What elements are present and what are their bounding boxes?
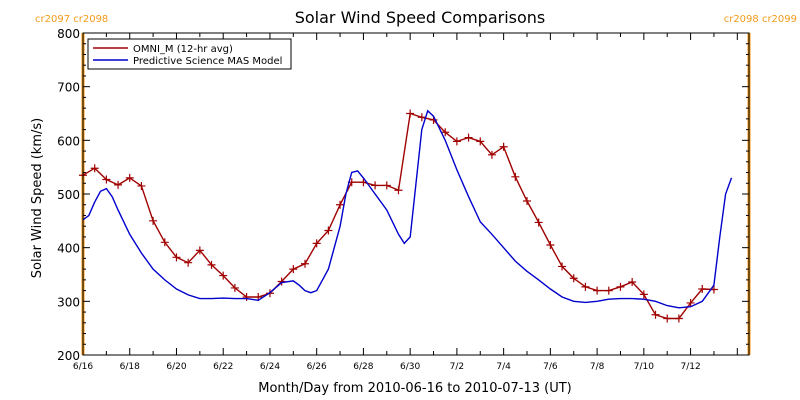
data-point-marker [207,260,216,269]
data-point-marker [464,133,473,142]
data-point-marker [452,137,461,146]
legend: OMNI_M (12-hr avg)Predictive Science MAS… [87,38,292,70]
x-tick-label: 6/16 [73,362,93,372]
data-point-marker [651,310,660,319]
data-point-marker [663,314,672,323]
data-point-marker [581,282,590,291]
data-point-marker [628,278,637,287]
data-point-marker [487,150,496,159]
x-tick-label: 6/24 [260,362,280,372]
data-point-marker [441,128,450,137]
chart-title: Solar Wind Speed Comparisons [295,8,546,27]
y-tick-label: 500 [57,188,80,202]
legend-label: Predictive Science MAS Model [133,56,282,67]
series-line-0 [82,112,714,320]
data-point-marker [301,259,309,268]
carrington-rotation-label: cr2097 cr2098 [35,14,108,25]
data-point-marker [616,282,625,291]
y-tick-label: 700 [57,81,80,95]
y-tick-label: 300 [57,295,80,309]
data-point-marker [242,293,251,302]
data-point-marker [534,218,543,227]
y-tick-label: 600 [57,134,80,148]
data-point-marker [499,142,508,151]
data-point-marker [569,274,578,283]
data-point-marker [604,286,613,295]
legend-label: OMNI_M (12-hr avg) [133,44,233,55]
data-point-marker [476,137,485,146]
carrington-rotation-label: cr2098 cr2099 [724,14,797,25]
y-tick-label: 200 [57,349,80,363]
x-tick-label: 7/8 [590,362,605,372]
x-tick-label: 6/20 [166,362,186,372]
data-point-marker [289,265,298,274]
x-tick-label: 7/10 [634,362,654,372]
y-axis-label: Solar Wind Speed (km/s) [30,118,45,278]
x-axis-label: Month/Day from 2010-06-16 to 2010-07-13 … [258,381,571,396]
data-point-marker [511,172,520,181]
data-point-marker [160,238,169,247]
data-point-marker [593,286,602,295]
data-point-marker [172,253,181,262]
series-line-1 [82,109,733,309]
data-point-marker [406,109,415,118]
data-point-marker [137,181,146,190]
x-tick-label: 7/6 [543,362,558,372]
plot-frame [82,32,750,356]
axis-ticks: 200 300 400 500 600 700 800 6/16 6/18 6/20 6/22 6/2… [57,27,749,372]
data-point-marker [546,240,555,249]
data-point-marker [523,196,531,205]
legend-box [87,38,292,70]
data-point-marker [312,239,321,248]
data-point-marker [149,216,158,225]
data-point-marker [324,226,333,235]
data-point-marker [698,284,707,293]
data-point-marker [382,181,391,190]
x-tick-label: 6/26 [307,362,327,372]
data-point-marker [184,258,193,267]
data-point-marker [686,298,695,307]
data-point-marker [277,277,286,286]
data-point-marker [230,283,239,292]
data-point-marker [417,113,426,122]
data-point-marker [219,271,228,280]
x-tick-label: 6/28 [353,362,373,372]
x-tick-label: 6/22 [213,362,233,372]
data-point-marker [674,314,683,323]
x-tick-label: 7/4 [496,362,511,372]
data-point-marker [336,200,345,209]
x-tick-label: 6/30 [400,362,420,372]
data-point-marker [195,246,204,255]
y-tick-label: 800 [57,27,80,41]
data-point-marker [371,181,380,190]
data-point-marker [114,180,123,189]
data-point-marker [125,173,134,182]
data-point-marker [639,290,648,299]
x-tick-label: 6/18 [120,362,140,372]
x-tick-label: 7/2 [450,362,464,372]
x-tick-label: 7/12 [680,362,700,372]
y-tick-label: 400 [57,242,80,256]
data-point-marker [558,262,567,271]
series-layer [79,109,733,323]
data-point-marker [90,164,99,173]
data-point-marker [394,186,403,195]
data-point-marker [102,175,111,184]
